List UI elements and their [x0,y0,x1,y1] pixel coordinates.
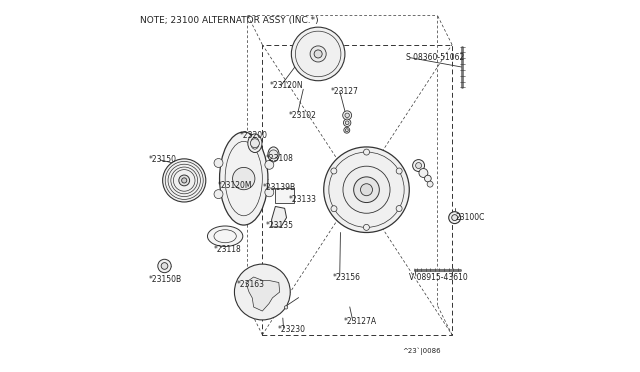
Circle shape [284,306,288,309]
Circle shape [214,190,223,199]
Text: *23133: *23133 [289,195,316,203]
Circle shape [265,160,274,169]
Circle shape [360,184,372,196]
Text: *23135: *23135 [266,221,294,230]
Text: *23127A: *23127A [344,317,378,326]
Circle shape [310,46,326,62]
Text: *23163: *23163 [236,280,264,289]
Circle shape [415,163,422,169]
Circle shape [452,215,458,221]
Text: *23139B: *23139B [262,183,296,192]
Circle shape [331,206,337,212]
Text: *23102: *23102 [289,111,316,120]
Polygon shape [271,206,287,227]
Circle shape [250,139,259,148]
Text: *23120N: *23120N [270,81,303,90]
Polygon shape [246,277,280,311]
Circle shape [331,168,337,174]
Circle shape [163,159,206,202]
Circle shape [265,188,274,197]
Text: *23120M: *23120M [218,182,252,190]
Circle shape [291,27,345,81]
Text: *23127: *23127 [331,87,359,96]
Text: *23200: *23200 [240,131,268,140]
Text: *23118: *23118 [214,245,242,254]
Circle shape [324,147,410,232]
Circle shape [179,175,189,186]
Circle shape [314,50,322,58]
Circle shape [354,177,380,202]
Text: V 08915-43610: V 08915-43610 [410,273,468,282]
Ellipse shape [220,132,268,225]
Circle shape [342,111,351,120]
Circle shape [344,127,349,133]
Circle shape [161,263,168,269]
Text: *23150: *23150 [149,155,177,164]
Circle shape [364,149,369,155]
Circle shape [396,206,402,212]
Circle shape [345,113,349,118]
Circle shape [413,160,424,171]
FancyBboxPatch shape [275,188,294,203]
Circle shape [419,169,428,177]
Circle shape [346,129,348,132]
Text: S 08360-51062: S 08360-51062 [406,53,464,62]
Circle shape [396,168,402,174]
Circle shape [234,264,291,320]
Circle shape [364,224,369,230]
Text: ^23`|0086: ^23`|0086 [402,348,440,355]
Ellipse shape [268,147,279,162]
Ellipse shape [248,134,262,153]
Circle shape [255,285,269,299]
Circle shape [158,259,172,273]
Circle shape [343,166,390,213]
Text: *23156: *23156 [333,273,361,282]
Circle shape [427,181,433,187]
Text: *23230: *23230 [277,325,305,334]
Circle shape [269,150,278,159]
Circle shape [182,178,187,183]
Circle shape [232,167,255,190]
Circle shape [424,175,431,182]
Text: *23150B: *23150B [149,275,182,283]
Ellipse shape [207,226,243,246]
Circle shape [346,121,349,125]
Circle shape [214,158,223,167]
Circle shape [449,212,461,224]
Text: 23100C: 23100C [456,213,485,222]
Text: NOTE; 23100 ALTERNATOR ASSY (INC.*): NOTE; 23100 ALTERNATOR ASSY (INC.*) [140,16,318,25]
Circle shape [344,119,351,126]
Text: *23108: *23108 [266,154,294,163]
